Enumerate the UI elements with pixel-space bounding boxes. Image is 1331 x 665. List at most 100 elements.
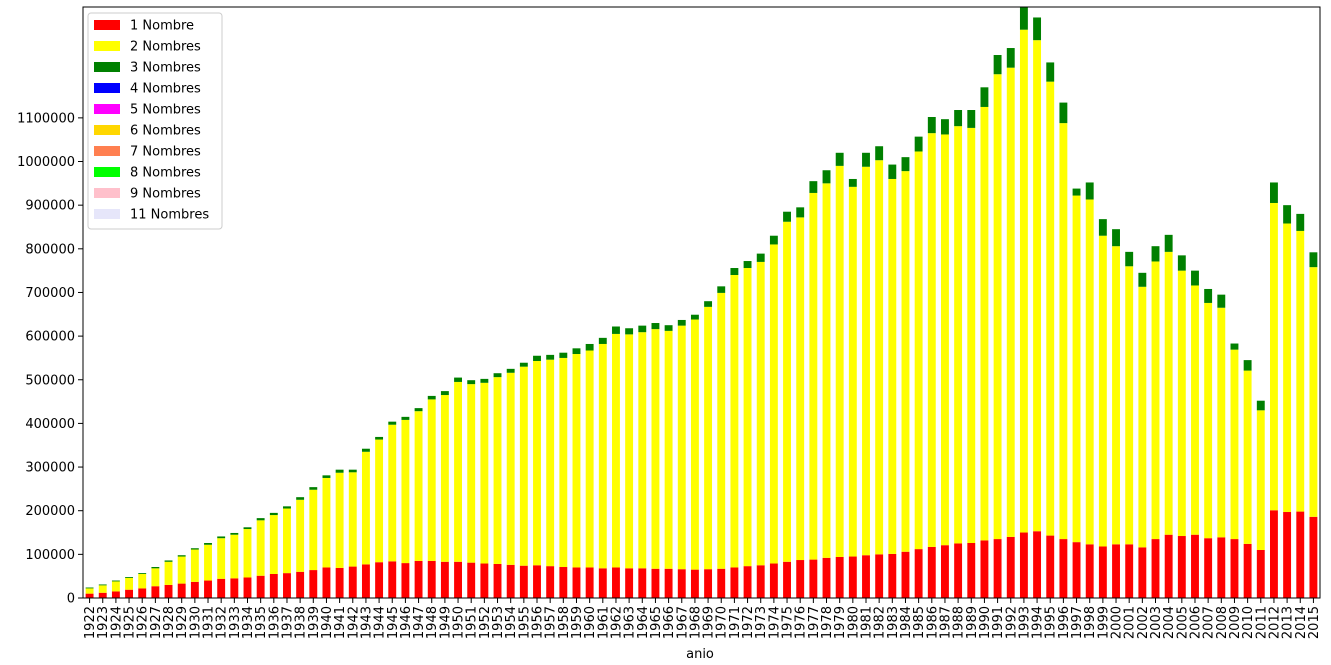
bar-segment bbox=[690, 569, 699, 598]
bar-segment bbox=[848, 556, 857, 598]
legend-box bbox=[87, 12, 223, 230]
bar-segment bbox=[1204, 538, 1213, 598]
x-tick-label: 1978 bbox=[820, 606, 835, 639]
x-tick-label: 2008 bbox=[1215, 606, 1230, 639]
legend-label: 2 Nombres bbox=[130, 40, 201, 55]
plot-frame bbox=[82, 6, 1321, 599]
x-tick-label: 1987 bbox=[938, 606, 953, 639]
bar-segment bbox=[888, 164, 897, 179]
x-tick-label: 2013 bbox=[1281, 606, 1296, 639]
bar-segment bbox=[1059, 539, 1068, 598]
bar-segment bbox=[717, 568, 726, 598]
bar-segment bbox=[743, 268, 752, 567]
bar-segment bbox=[875, 554, 884, 598]
bar-segment bbox=[1098, 219, 1107, 236]
y-tick-label: 600000 bbox=[25, 330, 75, 345]
bar-segment bbox=[283, 508, 291, 574]
bar-segment bbox=[612, 333, 620, 568]
bar-segment bbox=[572, 354, 581, 568]
bar-segment bbox=[980, 106, 989, 541]
bar-segment bbox=[98, 585, 107, 593]
bar-segment bbox=[125, 577, 134, 578]
x-tick-label: 1961 bbox=[596, 606, 611, 639]
bar-segment bbox=[1125, 266, 1134, 545]
bar-segment bbox=[125, 577, 134, 590]
bar-segment bbox=[743, 261, 752, 269]
bar-segment bbox=[243, 527, 252, 530]
bar-segment bbox=[177, 555, 186, 557]
bar-segment bbox=[1151, 261, 1160, 540]
bar-segment bbox=[967, 543, 976, 598]
x-tick-label: 1999 bbox=[1096, 606, 1111, 639]
x-tick-label: 2004 bbox=[1162, 606, 1177, 639]
bar-segment bbox=[1098, 546, 1107, 598]
bar-segment bbox=[269, 512, 278, 516]
bar-segment bbox=[111, 591, 120, 598]
x-tick-label: 1954 bbox=[504, 606, 519, 639]
bar-segment bbox=[690, 314, 699, 320]
y-tick-label: 900000 bbox=[25, 199, 75, 214]
bar-segment bbox=[256, 575, 265, 598]
bar-segment bbox=[1112, 229, 1120, 247]
bar-segment bbox=[756, 261, 765, 566]
bar-segment bbox=[875, 146, 884, 161]
bar-segment bbox=[230, 578, 239, 598]
bar-segment bbox=[1296, 230, 1305, 512]
bar-segment bbox=[585, 343, 594, 351]
bar-segment bbox=[533, 360, 541, 566]
bar-segment bbox=[519, 366, 528, 566]
bar-segment bbox=[519, 565, 528, 598]
legend-label: 3 Nombres bbox=[130, 61, 201, 76]
bar-segment bbox=[322, 475, 331, 478]
y-tick-label: 300000 bbox=[25, 461, 75, 476]
x-tick-label: 1962 bbox=[609, 606, 624, 639]
bar-segment bbox=[598, 337, 607, 344]
x-tick-label: 1953 bbox=[491, 606, 506, 639]
bar-segment bbox=[230, 534, 239, 579]
y-tick-label: 800000 bbox=[25, 242, 75, 257]
bar-segment bbox=[506, 368, 515, 373]
x-tick-label: 1927 bbox=[149, 606, 164, 639]
x-tick-label: 1924 bbox=[109, 606, 124, 639]
bar-segment bbox=[1138, 547, 1147, 598]
bar-segment bbox=[309, 570, 318, 598]
bar-segment bbox=[296, 497, 305, 500]
bar-segment bbox=[533, 565, 541, 598]
bar-segment bbox=[572, 567, 581, 598]
bar-segment bbox=[651, 568, 660, 598]
legend-swatch bbox=[94, 209, 120, 219]
bar-segment bbox=[980, 540, 989, 598]
x-tick-label: 1938 bbox=[294, 606, 309, 639]
bar-segment bbox=[1006, 67, 1015, 537]
bar-segment bbox=[375, 436, 384, 440]
x-tick-label: 2006 bbox=[1188, 606, 1203, 639]
bar-segment bbox=[1269, 182, 1278, 203]
x-tick-label: 1970 bbox=[715, 606, 730, 639]
bar-segment bbox=[980, 87, 989, 107]
bar-segment bbox=[1191, 285, 1199, 535]
bar-segment bbox=[835, 556, 844, 598]
bar-segment bbox=[1098, 235, 1107, 547]
x-tick-label: 1922 bbox=[83, 606, 98, 639]
bar-segment bbox=[625, 328, 634, 335]
bar-segment bbox=[941, 119, 949, 135]
bar-segment bbox=[1033, 531, 1042, 598]
bar-segment bbox=[677, 569, 686, 598]
bar-segment bbox=[1243, 360, 1252, 371]
bar-segment bbox=[598, 343, 607, 569]
bar-segment bbox=[848, 186, 857, 557]
bar-segment bbox=[401, 416, 410, 420]
bar-segment bbox=[1138, 272, 1147, 287]
x-tick-label: 1975 bbox=[781, 606, 796, 639]
bar-segment bbox=[1243, 543, 1252, 598]
x-tick-label: 1960 bbox=[583, 606, 598, 639]
bar-segment bbox=[769, 244, 778, 564]
x-tick-label: 1923 bbox=[96, 606, 111, 639]
bar-segment bbox=[1164, 234, 1173, 252]
bar-segment bbox=[454, 381, 462, 562]
bar-segment bbox=[533, 355, 541, 361]
bar-segment bbox=[506, 372, 515, 565]
bar-segment bbox=[927, 546, 936, 598]
bar-segment bbox=[993, 74, 1002, 540]
bar-segment bbox=[677, 319, 686, 326]
